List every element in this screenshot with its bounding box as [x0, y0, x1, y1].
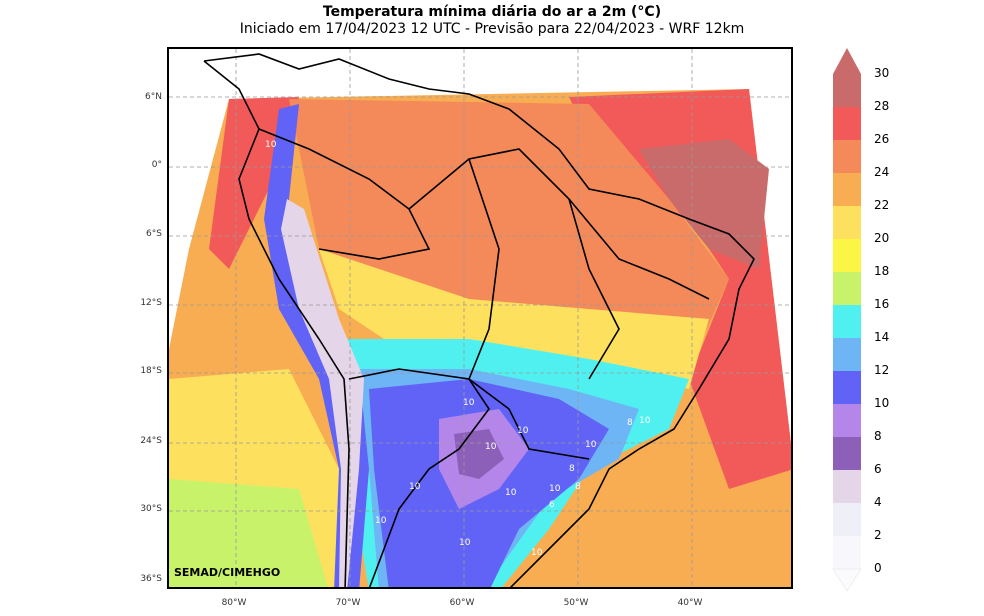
- colorbar-tick-label: 8: [874, 429, 882, 443]
- contour-labels: 10 10 10 10 10 10 10 10 10 10 8 8 8 6 10…: [265, 140, 651, 558]
- colorbar-tick-label: 6: [874, 462, 882, 476]
- contour-label: 10: [549, 484, 561, 494]
- lat-label: 24°S: [140, 436, 162, 446]
- map-panel: 10 10 10 10 10 10 10 10 10 10 8 8 8 6 10…: [167, 47, 793, 589]
- colorbar-segment: [833, 371, 861, 404]
- contour-label: 10: [459, 538, 471, 548]
- colorbar-segment: [833, 74, 861, 107]
- colorbar-segment: [833, 107, 861, 140]
- lat-label: 36°S: [140, 574, 162, 584]
- colorbar-tick-label: 12: [874, 363, 890, 377]
- lon-label: 60°W: [449, 598, 475, 608]
- colorbar-tick-label: 22: [874, 198, 890, 212]
- colorbar-tick-label: 10: [874, 396, 890, 410]
- colorbar-tick-label: 0: [874, 561, 882, 575]
- lat-label: 18°S: [140, 366, 162, 376]
- colorbar-tick-label: 20: [874, 231, 890, 245]
- yellow-belt: [319, 249, 709, 389]
- colder-purple: [454, 429, 504, 479]
- lon-label: 40°W: [677, 598, 703, 608]
- lat-label: 0°: [151, 160, 162, 170]
- contour-label: 6: [549, 500, 555, 510]
- contour-label: 8: [627, 418, 633, 428]
- contour-label: 10: [531, 548, 543, 558]
- colorbar-segment: [833, 272, 861, 305]
- lon-label: 80°W: [221, 598, 247, 608]
- temperature-map: 10 10 10 10 10 10 10 10 10 10 8 8 8 6 10…: [169, 49, 791, 587]
- contour-label: 10: [639, 416, 651, 426]
- colorbar-tick-label: 24: [874, 165, 890, 179]
- contour-label: 10: [505, 488, 517, 498]
- colorbar-tick-label: 2: [874, 528, 882, 542]
- lat-label: 6°N: [145, 92, 162, 102]
- colorbar-segment: [833, 338, 861, 371]
- colorbar-segment: [833, 305, 861, 338]
- lat-label: 30°S: [140, 504, 162, 514]
- colorbar-segments: [832, 48, 862, 592]
- colorbar-segment: [833, 206, 861, 239]
- lon-label: 50°W: [563, 598, 589, 608]
- contour-label: 10: [585, 440, 597, 450]
- colorbar-tick-label: 4: [874, 495, 882, 509]
- colorbar-segment: [833, 503, 861, 536]
- colorbar-extend-bottom: [832, 568, 862, 592]
- hottest-zone: [639, 139, 769, 269]
- map-title: Temperatura mínima diária do ar a 2m (°C…: [322, 4, 662, 20]
- contour-label: 10: [517, 426, 529, 436]
- map-subtitle: Iniciado em 17/04/2023 12 UTC - Previsão…: [239, 21, 745, 37]
- colorbar: [832, 48, 862, 592]
- pacific-green: [169, 479, 328, 587]
- contour-label: 10: [409, 482, 421, 492]
- colorbar-segment: [833, 173, 861, 206]
- colorbar-segment: [833, 536, 861, 569]
- contour-label: 10: [375, 516, 387, 526]
- contour-label: 10: [463, 398, 475, 408]
- lat-label: 12°S: [140, 298, 162, 308]
- lon-label: 70°W: [335, 598, 361, 608]
- colorbar-tick-label: 18: [874, 264, 890, 278]
- colorbar-segment: [833, 140, 861, 173]
- colorbar-segment: [833, 470, 861, 503]
- country-borders: [203, 53, 755, 587]
- credit-label: SEMAD/CIMEHGO: [174, 566, 281, 579]
- contour-label: 10: [265, 140, 277, 150]
- graticule: [169, 49, 791, 587]
- colorbar-segment: [833, 404, 861, 437]
- colorbar-tick-label: 30: [874, 66, 890, 80]
- colorbar-tick-label: 14: [874, 330, 890, 344]
- contour-label: 10: [485, 442, 497, 452]
- lat-label: 6°S: [146, 229, 162, 239]
- colorbar-extend-top: [833, 48, 861, 74]
- colorbar-tick-label: 16: [874, 297, 890, 311]
- contour-label: 8: [569, 464, 575, 474]
- contour-label: 8: [575, 482, 581, 492]
- colorbar-segment: [833, 239, 861, 272]
- andes-core: [281, 199, 364, 587]
- colorbar-tick-label: 26: [874, 132, 890, 146]
- colorbar-tick-label: 28: [874, 99, 890, 113]
- colorbar-segment: [833, 437, 861, 470]
